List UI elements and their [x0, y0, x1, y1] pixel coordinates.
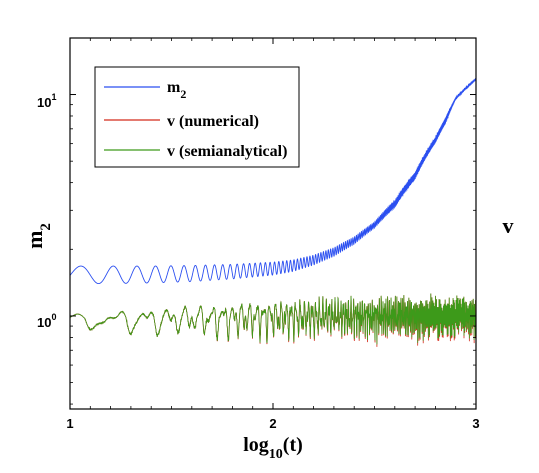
- x-tick-label: 3: [472, 416, 479, 431]
- svg-text:101: 101: [37, 92, 56, 110]
- series-layer: [69, 77, 477, 347]
- legend-label-semianalytical: v (semianalytical): [167, 143, 287, 160]
- y2-axis-title: v: [503, 213, 514, 238]
- y-axis-title: m2: [22, 223, 54, 249]
- y-tick-label: 100: [37, 312, 56, 330]
- x-tick-label: 2: [269, 416, 276, 431]
- series-v-semianalytical-line: [69, 293, 477, 345]
- svg-text:100: 100: [37, 312, 56, 330]
- legend: m2 v (numerical) v (semianalytical): [94, 66, 300, 168]
- legend-label-m2: m2: [167, 79, 186, 101]
- x-tick-label: 1: [66, 416, 73, 431]
- ticks-layer: [69, 38, 477, 409]
- series-m2-line: [69, 77, 477, 285]
- x-axis-title: log10(t): [243, 434, 303, 462]
- legend-label-numerical: v (numerical): [167, 113, 259, 130]
- y-tick-label: 101: [37, 92, 56, 110]
